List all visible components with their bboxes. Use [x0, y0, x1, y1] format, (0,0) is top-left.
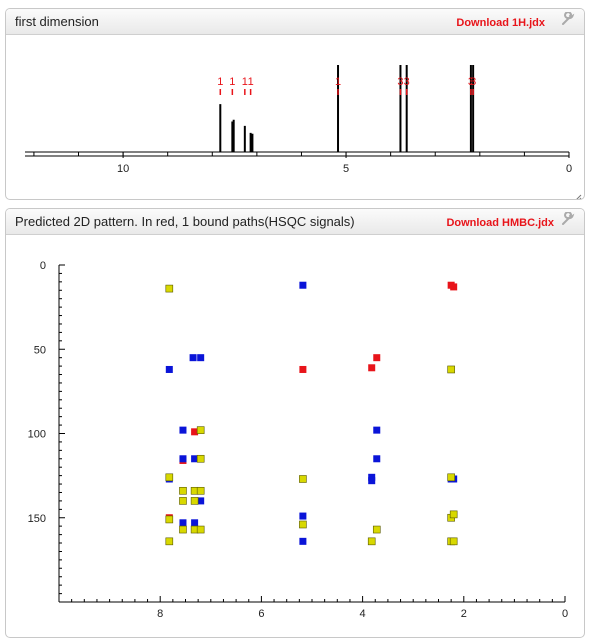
correlation-point — [165, 473, 174, 482]
correlation-point — [372, 525, 381, 534]
correlation-point — [299, 475, 307, 483]
correlation-point — [299, 365, 307, 373]
correlation-point — [299, 281, 307, 289]
correlation-point — [449, 537, 458, 546]
correlation-point — [197, 497, 205, 505]
correlation-point — [190, 497, 199, 505]
peak-integration-label: 3 — [404, 76, 410, 88]
correlation-point — [299, 520, 307, 529]
correlation-point — [196, 525, 205, 534]
first-dimension-panel: first dimension Download 1H.jdx 10 5 0 1 1 1 1… — [5, 8, 585, 200]
predicted-2d-panel: Predicted 2D pattern. In red, 1 bound pa… — [5, 208, 585, 638]
correlation-point — [165, 365, 173, 373]
correlation-point — [373, 455, 381, 463]
correlation-point — [197, 354, 205, 362]
correlation-point — [373, 426, 381, 434]
peak-integration-label: 1 — [335, 76, 341, 88]
correlation-point — [189, 354, 197, 362]
peak-integration-label: 1 — [217, 76, 223, 88]
resize-grip-icon[interactable] — [574, 189, 582, 199]
correlation-point — [196, 426, 205, 434]
x-tick-label: 10 — [117, 163, 129, 175]
correlation-point — [367, 537, 376, 546]
correlation-point — [373, 354, 381, 362]
y-tick-label: 50 — [34, 344, 46, 356]
wrench-icon[interactable] — [561, 11, 575, 29]
peak-integration-label: 3 — [470, 76, 476, 88]
spectrum-2d-plot[interactable]: 0 50 100 150 8 6 4 2 0 — [6, 235, 584, 637]
correlation-point — [179, 486, 187, 495]
correlation-point — [179, 497, 187, 505]
correlation-point — [179, 525, 187, 534]
correlation-point — [179, 426, 187, 434]
x-tick-label: 6 — [258, 608, 264, 620]
y-tick-label: 0 — [40, 260, 46, 272]
correlation-point — [447, 365, 455, 374]
correlation-point — [191, 455, 199, 463]
wrench-icon[interactable] — [561, 211, 575, 229]
correlation-point — [165, 284, 174, 293]
download-hmbc-link[interactable]: Download HMBC.jdx — [446, 217, 554, 229]
peak-integration-label: 1 — [242, 76, 248, 88]
correlation-point — [299, 512, 307, 520]
x-tick-label: 0 — [566, 163, 572, 175]
correlation-point — [179, 519, 187, 527]
correlation-point — [165, 515, 174, 524]
correlation-point — [299, 537, 307, 545]
correlation-point — [447, 473, 455, 482]
download-1h-link[interactable]: Download 1H.jdx — [456, 17, 545, 29]
spectrum-1d-plot[interactable]: 10 5 01 1 1 1 1 3 3 33 — [6, 35, 584, 199]
correlation-point — [196, 454, 205, 463]
peak-integration-label: 1 — [229, 76, 235, 88]
y-tick-label: 150 — [28, 513, 46, 525]
correlation-point — [449, 510, 458, 519]
correlation-point — [450, 283, 458, 291]
peak-integration-label: 1 — [248, 76, 254, 88]
correlation-point — [191, 519, 199, 527]
panel-header: first dimension Download 1H.jdx — [6, 9, 584, 35]
correlation-point — [191, 428, 199, 436]
peak-integration-label: 3 — [468, 76, 474, 88]
correlation-point — [196, 486, 205, 495]
correlation-point — [179, 455, 187, 463]
correlation-point — [165, 537, 174, 546]
correlation-point — [368, 477, 376, 485]
x-tick-label: 4 — [360, 608, 366, 620]
x-tick-label: 2 — [461, 608, 467, 620]
panel-title: first dimension — [15, 14, 99, 29]
peak-integration-label: 3 — [397, 76, 403, 88]
correlation-point — [368, 364, 376, 372]
panel-title: Predicted 2D pattern. In red, 1 bound pa… — [15, 214, 355, 229]
x-tick-label: 0 — [562, 608, 568, 620]
panel-header: Predicted 2D pattern. In red, 1 bound pa… — [6, 209, 584, 235]
x-tick-label: 8 — [157, 608, 163, 620]
y-tick-label: 100 — [28, 429, 46, 441]
x-tick-label: 5 — [343, 163, 349, 175]
